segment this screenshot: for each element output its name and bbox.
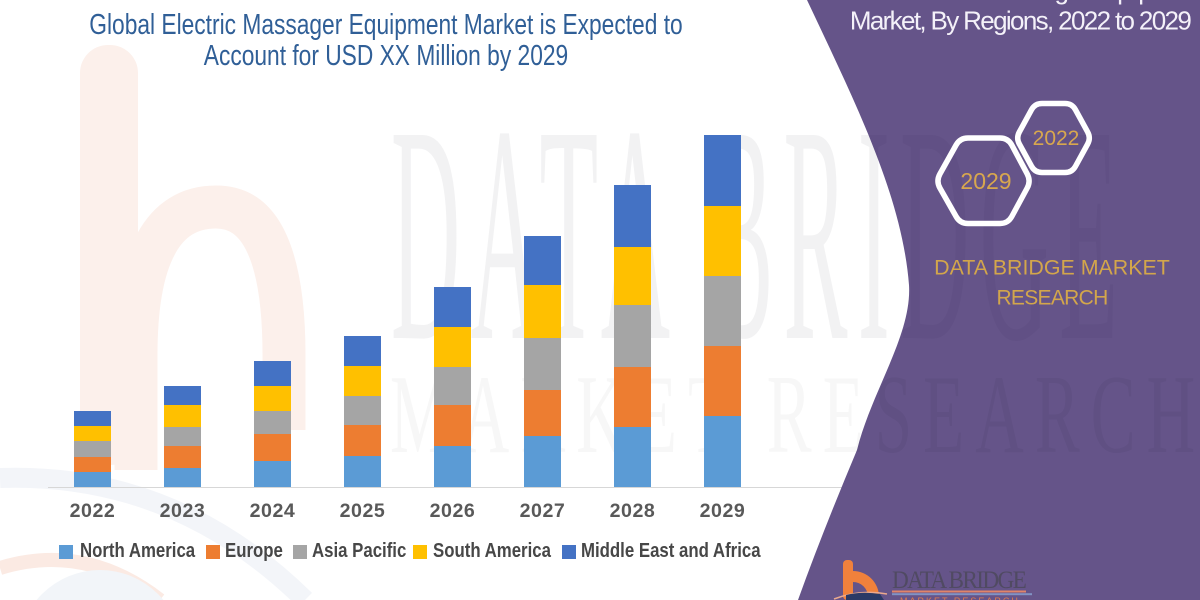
svg-text:MARKET RESEARCH: MARKET RESEARCH [390, 353, 1195, 477]
svg-text:DATA BRIDGE MARKET: DATA BRIDGE MARKET [934, 256, 1170, 280]
svg-text:RESEARCH: RESEARCH [996, 287, 1107, 310]
svg-text:Market, By Regions, 2022 to 20: Market, By Regions, 2022 to 2029 [850, 6, 1192, 36]
svg-text:MARKET RESEARCH: MARKET RESEARCH [900, 596, 1020, 600]
svg-text:2029: 2029 [960, 168, 1011, 194]
svg-text:Global Electric Massager Equip: Global Electric Massager Equipment [838, 0, 1200, 5]
svg-text:DATA BRIDGE: DATA BRIDGE [892, 566, 1027, 594]
svg-text:2022: 2022 [1033, 127, 1080, 150]
